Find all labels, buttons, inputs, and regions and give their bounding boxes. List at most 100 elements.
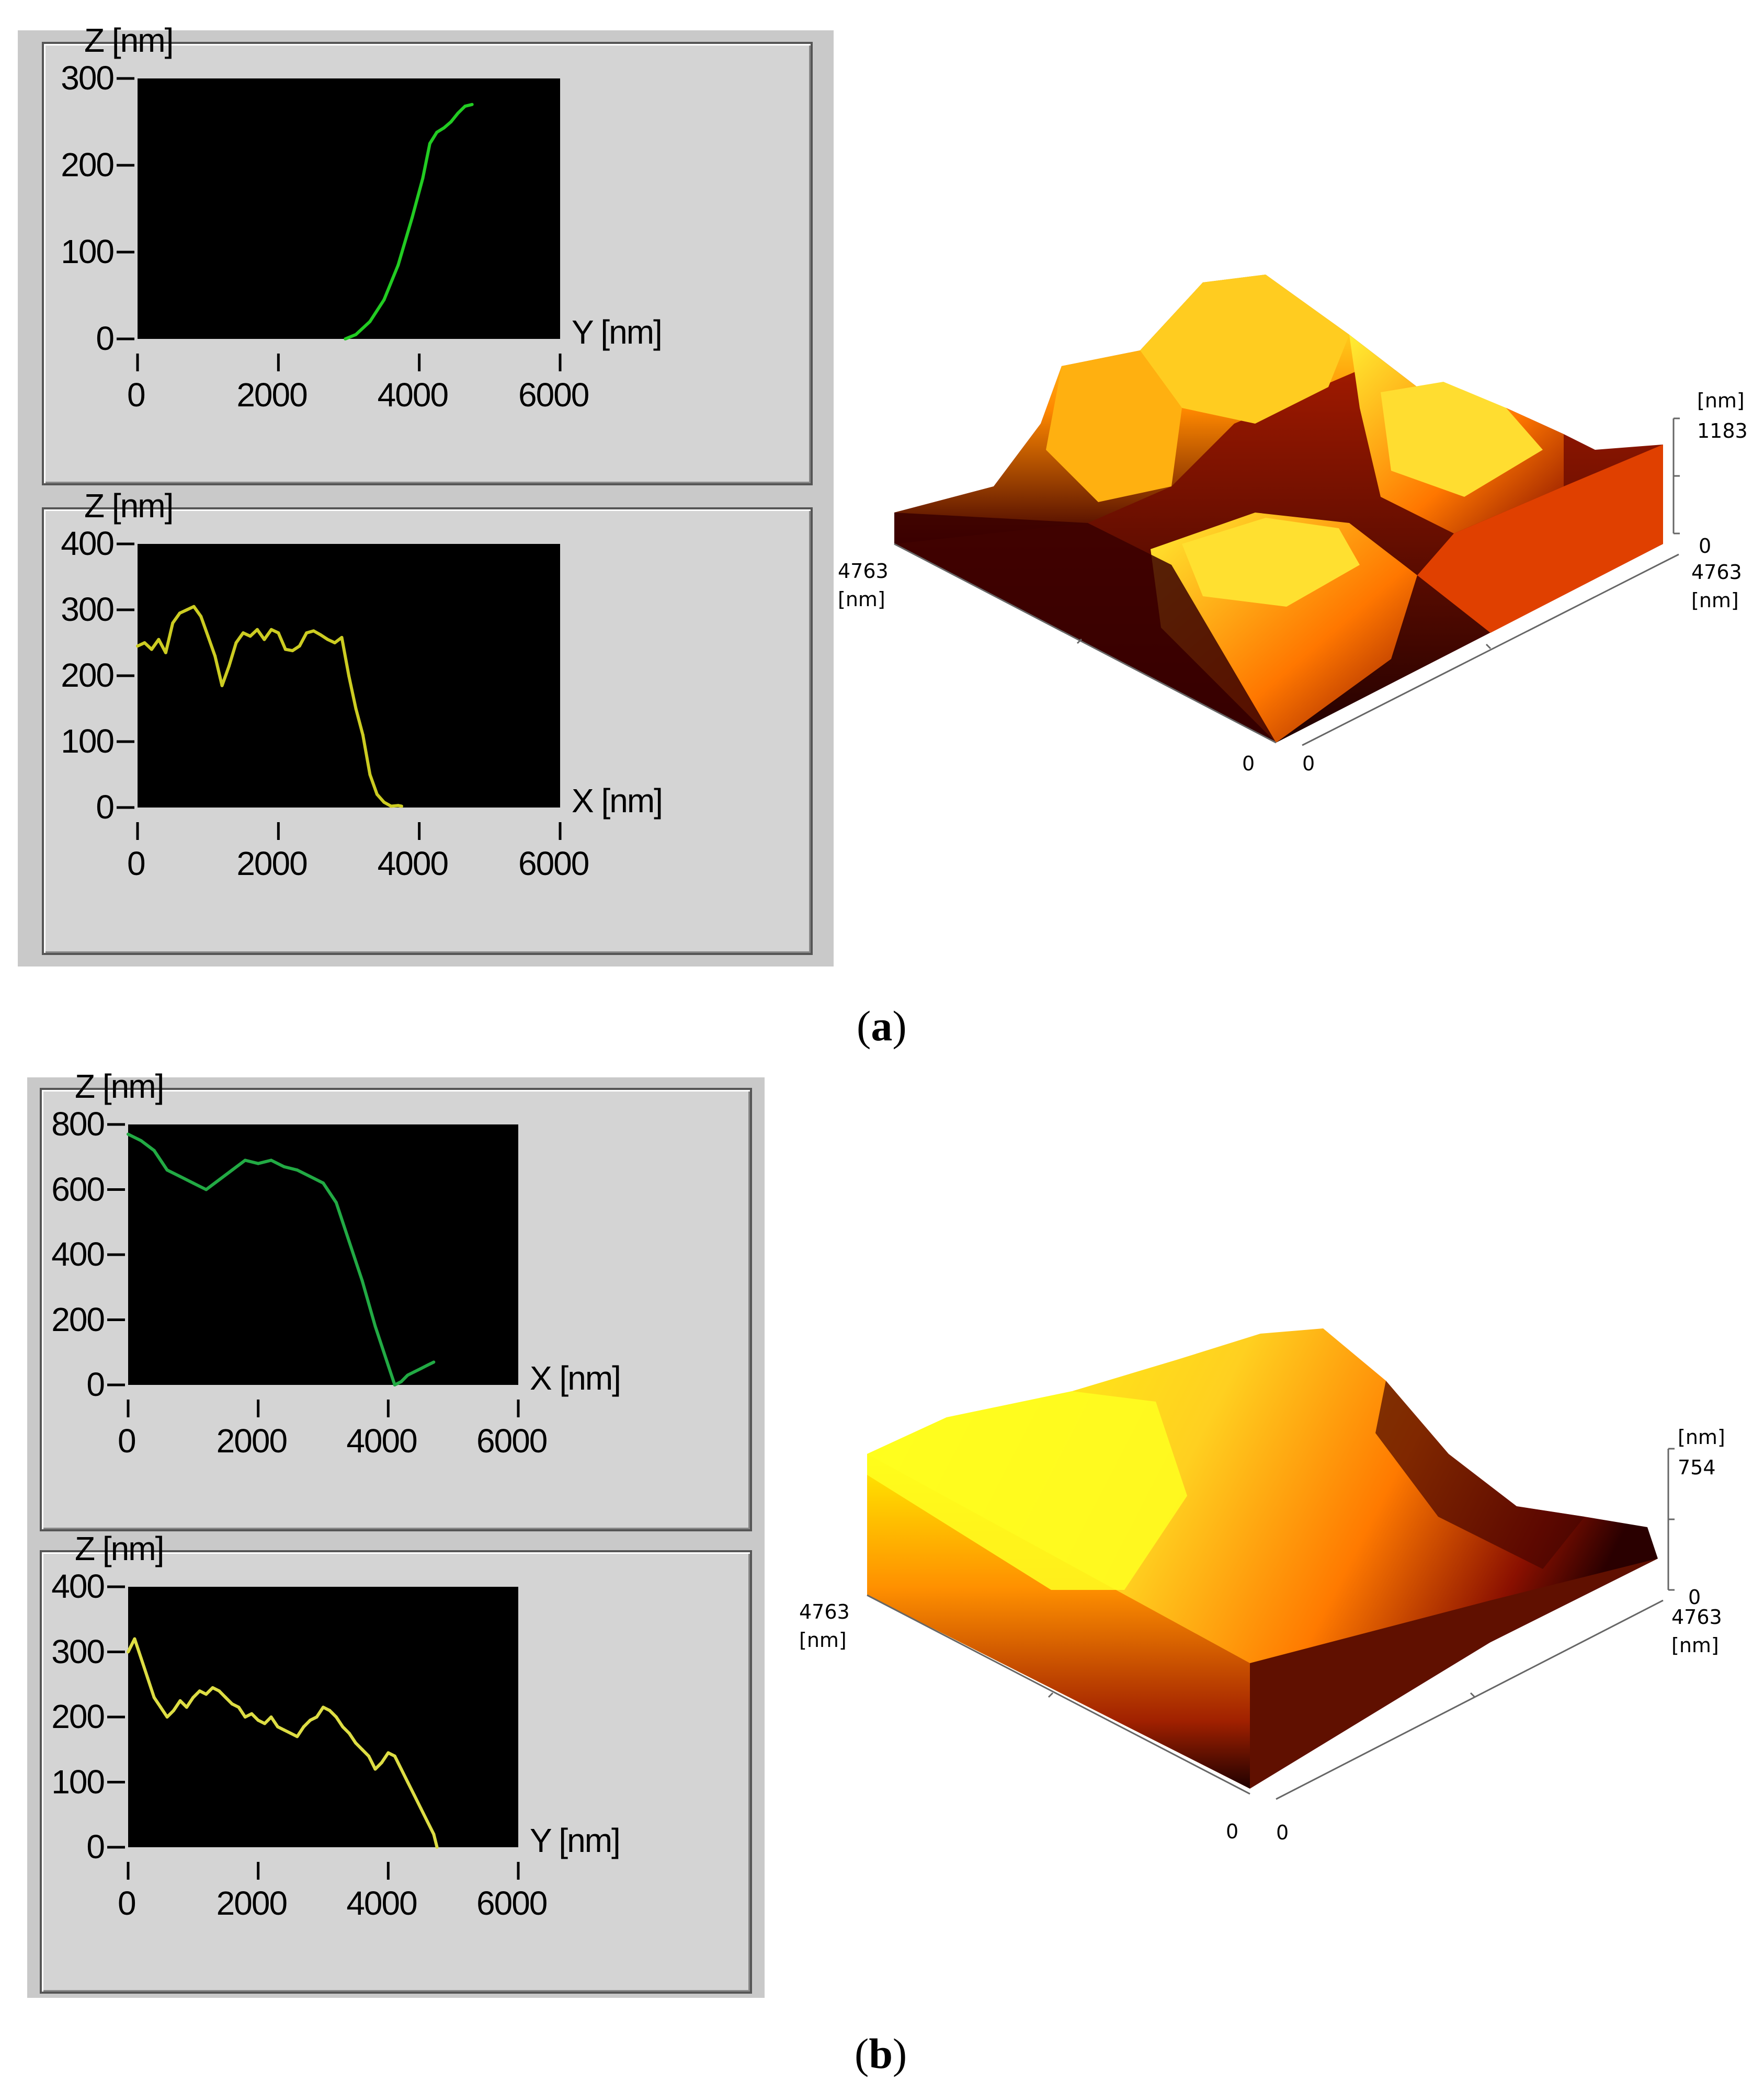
data-point: [380, 1761, 383, 1765]
caption-b: (b): [855, 2030, 907, 2077]
data-point: [227, 664, 231, 668]
y-tick-label: 0: [86, 1366, 105, 1403]
data-point: [283, 647, 287, 651]
y-tick-label: 300: [61, 590, 115, 628]
data-point: [218, 1689, 221, 1693]
data-point: [312, 629, 315, 633]
data-point: [224, 1696, 227, 1699]
data-point: [449, 120, 453, 123]
data-point: [192, 605, 196, 608]
y-tick-label: 200: [61, 656, 115, 694]
data-point: [220, 684, 224, 687]
data-point: [164, 651, 167, 654]
profile-line: [136, 605, 402, 808]
data-point: [243, 1158, 247, 1162]
surface-a-origin-left: 0: [1242, 752, 1255, 775]
data-point: [139, 1139, 143, 1143]
data-point: [291, 649, 294, 653]
data-point: [159, 1706, 163, 1709]
plot-area: [128, 1587, 518, 1847]
x-tick-label: 2000: [236, 376, 308, 414]
data-point: [199, 615, 203, 618]
profile-line: [127, 1637, 439, 1848]
data-point: [269, 1158, 273, 1162]
x-tick-label: 6000: [476, 1422, 548, 1460]
data-point: [413, 1370, 416, 1374]
plot-area: [138, 78, 560, 339]
surface-a-z-unit: [nm]: [1697, 389, 1745, 412]
data-point: [373, 1767, 377, 1771]
data-point: [354, 707, 358, 710]
y-tick-label: 200: [51, 1698, 105, 1735]
data-point: [344, 337, 347, 340]
data-point: [230, 1168, 234, 1172]
data-point: [396, 804, 400, 808]
data-point: [165, 1168, 169, 1172]
y-tick-label: 100: [61, 722, 115, 760]
y-axis-label: Z [nm]: [75, 1530, 164, 1567]
data-point: [143, 641, 146, 644]
data-point: [133, 1637, 136, 1641]
data-point: [298, 644, 301, 648]
data-point: [463, 105, 467, 108]
data-point: [309, 1719, 312, 1722]
data-point: [334, 1715, 338, 1719]
data-point: [360, 1279, 364, 1282]
data-point: [165, 1715, 169, 1719]
caption-a: (a): [857, 1002, 907, 1050]
data-point: [152, 1149, 156, 1152]
data-point: [198, 1689, 201, 1693]
data-point: [421, 176, 425, 180]
surface-b-z-unit: [nm]: [1678, 1426, 1725, 1449]
y-axis-label: Z [nm]: [84, 21, 174, 59]
data-point: [393, 1754, 396, 1758]
y-tick-label: 0: [96, 788, 115, 826]
surface-a-left-size: 4763: [838, 560, 889, 583]
data-point: [178, 611, 181, 615]
data-point: [368, 320, 372, 323]
data-point: [282, 1728, 286, 1732]
x-tick-label: 6000: [476, 1884, 548, 1922]
profile-line: [127, 1133, 435, 1386]
y-axis-label: Z [nm]: [84, 487, 174, 525]
data-point: [319, 633, 323, 636]
data-point: [413, 1793, 416, 1797]
data-point: [248, 634, 252, 638]
data-point: [425, 1363, 429, 1367]
chart-svg: [117, 77, 562, 371]
data-point: [136, 644, 139, 648]
x-tick-label: 2000: [236, 845, 308, 882]
chart-a2: 0 100 200 300 400 0 2000 4000 6000 Z [nm] X [nm]: [42, 487, 813, 955]
y-tick-label: 400: [51, 1567, 105, 1605]
data-point: [354, 333, 358, 336]
x-tick-label: 2000: [216, 1422, 288, 1460]
data-point: [341, 1725, 345, 1729]
chart-a1: 0 100 200 300 0 2000 4000 6000 Z [nm] Y [nm]: [42, 21, 813, 485]
y-tick-label: 100: [61, 233, 115, 270]
x-tick-label: 0: [127, 845, 146, 882]
data-point: [152, 1696, 156, 1699]
data-point: [289, 1732, 292, 1735]
data-point: [230, 1702, 234, 1706]
data-point: [322, 1706, 325, 1709]
data-point: [171, 621, 175, 625]
x-tick-label: 4000: [346, 1884, 417, 1922]
chart-svg: [107, 1585, 520, 1880]
data-point: [269, 628, 273, 631]
chart-svg: [117, 542, 562, 840]
surface-a-right-size: 4763: [1691, 561, 1742, 584]
x-tick-label: 4000: [377, 376, 449, 414]
surface-b-origin-right: 0: [1276, 1821, 1289, 1844]
data-point: [178, 1175, 182, 1178]
chart-b1: 0 200 400 600 800 0 2000 4000 6000 Z [nm] X [nm]: [40, 1067, 752, 1531]
y-tick-label: 0: [86, 1828, 105, 1866]
y-tick-label: 0: [96, 320, 115, 357]
surface-a-origin-right: 0: [1302, 752, 1315, 775]
data-point: [347, 1732, 351, 1735]
x-tick-label: 4000: [377, 845, 449, 882]
surface-b-left-size: 4763: [799, 1600, 850, 1623]
data-point: [396, 263, 400, 267]
data-point: [435, 1846, 439, 1849]
data-point: [178, 1699, 182, 1702]
data-point: [400, 1767, 403, 1771]
